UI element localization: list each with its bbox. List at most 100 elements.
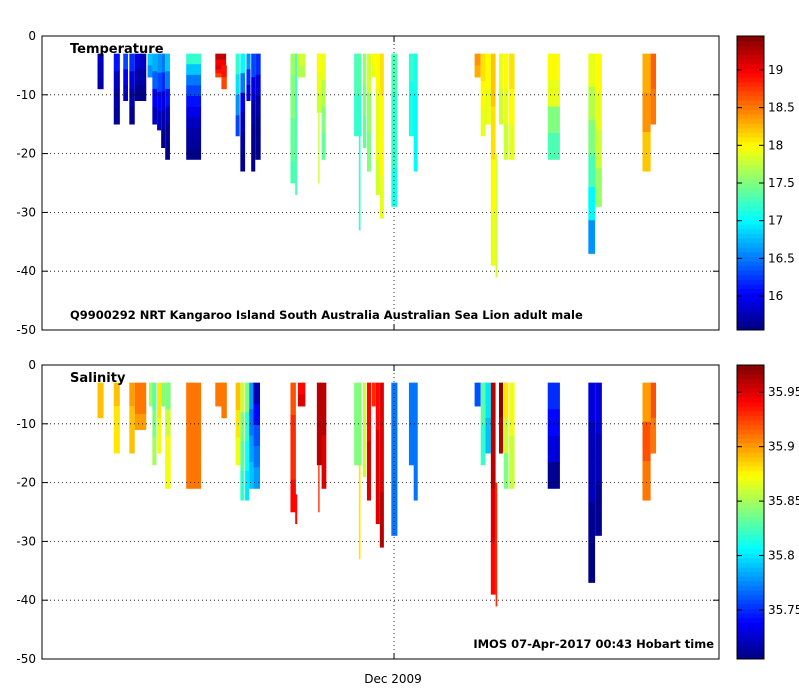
- colorbar-segment: [737, 544, 764, 550]
- profile-11-cell-2: [186, 74, 202, 86]
- profile-15-cell-0: [249, 382, 254, 410]
- profile-24-cell-0: [358, 464, 361, 560]
- profile-45-cell-2: [588, 120, 596, 154]
- profile-1-cell-0: [113, 53, 120, 72]
- profile-47-cell-0: [642, 53, 651, 94]
- colorbar-segment: [737, 443, 764, 449]
- colorbar-segment: [737, 603, 764, 609]
- profile-13-cell-0: [240, 382, 245, 413]
- colorbar-segment: [737, 406, 764, 412]
- profile-44-cell-2: [642, 461, 651, 501]
- profile-1-cell-1: [113, 406, 120, 430]
- profile-39-cell-2: [503, 453, 509, 489]
- y-tick-label: -10: [16, 88, 36, 102]
- profile-19-cell-0: [297, 382, 306, 395]
- profile-2-cell-1: [123, 69, 128, 86]
- colorbar-segment: [737, 114, 764, 120]
- colorbar-segment: [737, 567, 764, 573]
- colorbar-segment: [737, 196, 764, 202]
- colorbar-segment: [737, 594, 764, 600]
- profile-16-cell-0: [253, 382, 260, 405]
- profile-10-cell-5: [165, 141, 170, 160]
- profile-17-cell-1: [246, 69, 251, 86]
- profile-27-cell-0: [358, 135, 361, 231]
- colorbar-segment: [737, 645, 764, 651]
- profile-15-cell-3: [249, 462, 254, 489]
- colorbar-segment: [737, 378, 764, 384]
- colorbar-segment: [737, 307, 764, 313]
- colorbar-segment: [737, 580, 764, 586]
- profile-23-cell-0: [354, 382, 362, 425]
- profile-36-cell-1: [474, 65, 481, 78]
- colorbar-tick-label: 35.95: [768, 385, 799, 399]
- profile-28-cell-2: [375, 476, 380, 525]
- profile-19-cell-1: [297, 394, 306, 407]
- profile-43-cell-1: [509, 88, 515, 125]
- profile-42-cell-0: [503, 53, 509, 90]
- profile-0-cell-1: [97, 65, 104, 78]
- profile-8-cell-3: [157, 110, 162, 131]
- profile-13-cell-0: [215, 65, 223, 70]
- profile-11-cell-4: [186, 95, 202, 107]
- profile-10-cell-1: [165, 71, 170, 90]
- profile-19-cell-2: [255, 95, 261, 118]
- profile-39-cell-0: [490, 53, 496, 107]
- colorbar-segment: [737, 576, 764, 582]
- profile-10-cell-0: [215, 382, 227, 395]
- colorbar-segment: [737, 415, 764, 421]
- profile-2-cell-0: [129, 382, 135, 407]
- colorbar-tick-label: 16: [768, 289, 783, 303]
- colorbar-segment: [737, 654, 764, 660]
- colorbar-segment: [737, 293, 764, 299]
- profile-22-cell-0: [318, 464, 320, 513]
- colorbar-segment: [737, 77, 764, 83]
- colorbar-segment: [737, 127, 764, 133]
- profile-41-cell-2: [547, 435, 560, 463]
- colorbar-segment: [737, 424, 764, 430]
- profile-31-cell-1: [408, 423, 415, 466]
- profile-31-cell-2: [375, 124, 380, 160]
- profile-12-cell-1: [215, 59, 227, 66]
- profile-38-cell-0: [485, 53, 491, 90]
- profile-29-cell-0: [366, 53, 372, 94]
- profile-26-cell-2: [354, 94, 362, 116]
- profile-31-cell-3: [375, 159, 380, 196]
- colorbar-segment: [737, 270, 764, 276]
- profile-36-cell-1: [490, 435, 496, 489]
- colorbar-segment: [737, 242, 764, 248]
- colorbar-segment: [737, 420, 764, 426]
- profile-18-cell-4: [251, 147, 256, 172]
- colorbar-tick-label: 35.75: [768, 603, 799, 617]
- profile-26-cell-3: [354, 115, 362, 137]
- profile-35-cell-2: [413, 132, 418, 172]
- profile-32-cell-0: [413, 382, 418, 442]
- colorbar-segment: [737, 365, 764, 370]
- profile-44-cell-0: [642, 382, 651, 423]
- profile-13-cell-1: [240, 412, 245, 442]
- profile-42-cell-1: [588, 422, 596, 463]
- colorbar-segment: [737, 118, 764, 124]
- profile-35-cell-0: [413, 53, 418, 94]
- colorbar-segment: [737, 401, 764, 407]
- colorbar-segment: [737, 210, 764, 216]
- profile-19-cell-4: [255, 138, 261, 160]
- profile-21-cell-0: [321, 382, 327, 436]
- colorbar-segment: [737, 132, 764, 138]
- colorbar-segment: [737, 512, 764, 517]
- colorbar-segment: [737, 178, 764, 184]
- profile-17-cell-0: [290, 382, 296, 416]
- profile-38-cell-1: [498, 417, 504, 454]
- profile-14-cell-0: [221, 65, 227, 78]
- colorbar-segment: [737, 288, 764, 294]
- colorbar-segment: [737, 374, 764, 380]
- profile-45-cell-4: [588, 186, 596, 221]
- profile-6-cell-1: [157, 417, 162, 454]
- profile-10-cell-0: [165, 53, 170, 72]
- profile-15-cell-2: [235, 94, 240, 116]
- colorbar-segment: [737, 192, 764, 198]
- profiles: [97, 53, 657, 278]
- profile-13-cell-2: [240, 441, 245, 472]
- colorbar-segment: [737, 493, 764, 499]
- colorbar-segment: [737, 590, 764, 596]
- profile-43-cell-1: [595, 433, 602, 485]
